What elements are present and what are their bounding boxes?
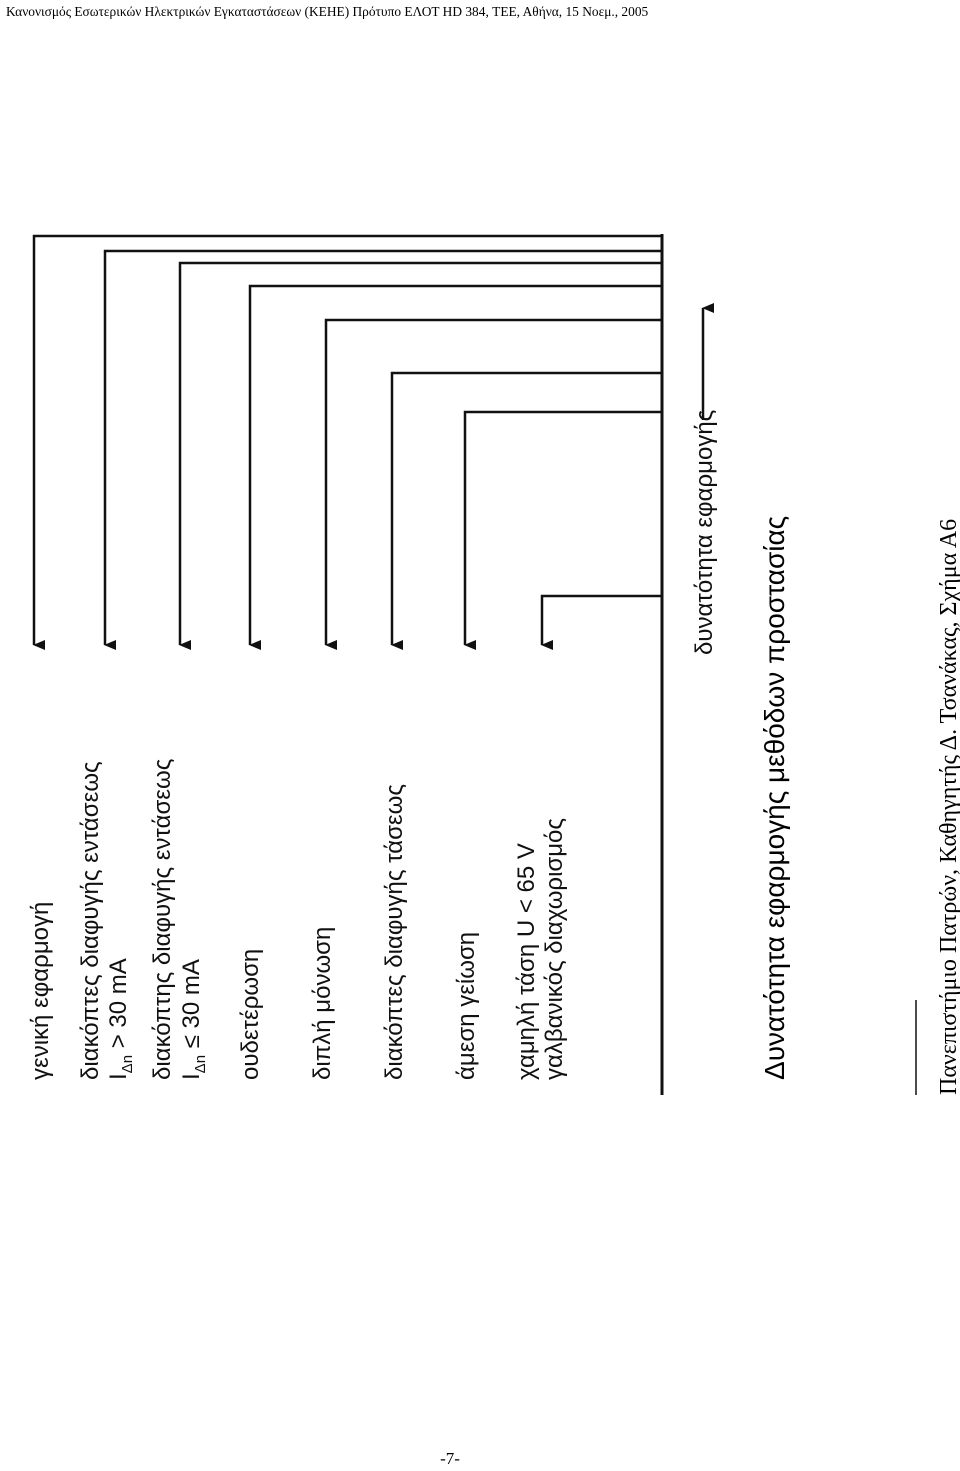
label-voltage-breakers: διακόπτες διαφυγής τάσεως xyxy=(381,784,408,1080)
bracket-low-voltage xyxy=(540,594,662,650)
axis-label: δυνατότητα εφαρμογής xyxy=(691,410,718,655)
label-general: γενική εφαρμογή xyxy=(27,902,54,1080)
document-header: Κανονισμός Εσωτερικών Ηλεκτρικών Εγκατασ… xyxy=(6,4,649,19)
page-number: -7- xyxy=(440,1449,460,1468)
bracket-double-insulation xyxy=(324,318,662,650)
label-direct-earth: άμεση γείωση xyxy=(453,932,480,1080)
label-low-voltage-line2: γαλβανικός διαχωρισμός xyxy=(541,818,568,1080)
figure-credit: Πανεπιστήμιο Πατρών, Καθηγητής Δ. Τσανάκ… xyxy=(936,519,960,1095)
label-low-voltage-line1: χαμηλή τάση U < 65 V xyxy=(513,843,540,1080)
label-rcd-low-rest: ≤ 30 mA xyxy=(178,959,205,1055)
bracket-rcd-high xyxy=(103,249,662,650)
bracket-direct-earth xyxy=(463,410,662,650)
label-rcd-high-line2: IΔn > 30 mA xyxy=(105,958,136,1080)
label-rcd-high-rest: > 30 mA xyxy=(105,958,132,1055)
label-rcd-low-sub: Δn xyxy=(192,1055,209,1073)
label-rcd-high-sub: Δn xyxy=(119,1055,136,1073)
figure-caption: Δυνατότητα εφαρμογής μεθόδων προστασίας xyxy=(759,516,790,1080)
label-rcd-low-line2: IΔn ≤ 30 mA xyxy=(178,959,209,1080)
bracket-neutral xyxy=(248,284,662,650)
label-neutral: ουδετέρωση xyxy=(237,949,264,1080)
bracket-voltage-breakers xyxy=(390,371,662,650)
bracket-rcd-low xyxy=(178,261,662,650)
label-rcd-low-symbol: I xyxy=(178,1073,205,1080)
label-rcd-high-symbol: I xyxy=(105,1073,132,1080)
label-double-insulation: διπλή μόνωση xyxy=(309,927,336,1080)
label-rcd-low-line1: διακόπτης διαφυγής εντάσεως xyxy=(149,759,176,1080)
label-rcd-high-line1: διακόπτες διαφυγής εντάσεως xyxy=(77,761,104,1080)
bracket-general xyxy=(32,234,662,650)
